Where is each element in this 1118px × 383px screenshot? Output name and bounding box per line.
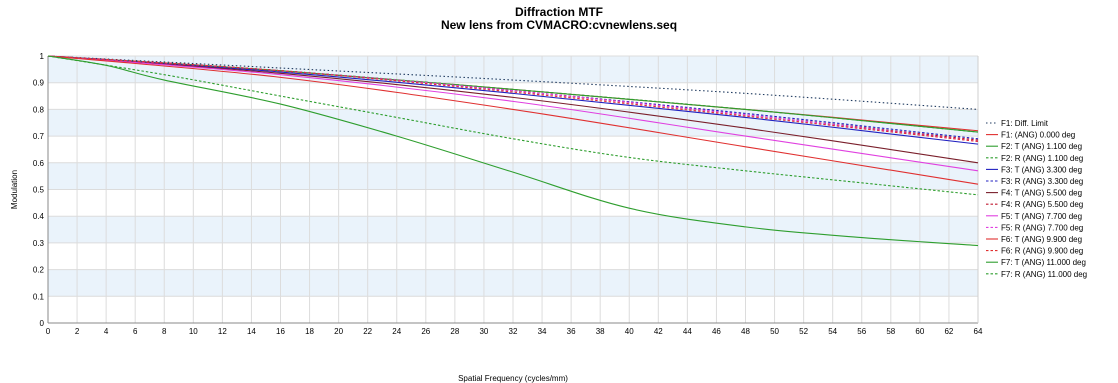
legend-entry-label: F4: R (ANG) 5.500 deg bbox=[1001, 200, 1083, 209]
x-tick-label: 22 bbox=[363, 327, 372, 336]
x-tick-label: 26 bbox=[421, 327, 430, 336]
y-axis-label: Modulation bbox=[10, 170, 19, 209]
x-tick-label: 6 bbox=[133, 327, 138, 336]
x-tick-label: 4 bbox=[104, 327, 109, 336]
x-tick-label: 42 bbox=[654, 327, 663, 336]
x-tick-label: 46 bbox=[712, 327, 721, 336]
legend-entry-label: F4: T (ANG) 5.500 deg bbox=[1001, 189, 1082, 198]
x-tick-label: 40 bbox=[625, 327, 634, 336]
y-tick-label: 0.7 bbox=[33, 132, 45, 141]
series-line-14 bbox=[47, 55, 979, 196]
series-line-11 bbox=[47, 55, 979, 185]
x-tick-label: 28 bbox=[450, 327, 459, 336]
x-tick-label: 64 bbox=[974, 327, 983, 336]
x-tick-label: 34 bbox=[538, 327, 547, 336]
x-tick-label: 48 bbox=[741, 327, 750, 336]
x-tick-label: 44 bbox=[683, 327, 692, 336]
x-tick-label: 14 bbox=[247, 327, 256, 336]
legend-entry-label: F1: Diff. Limit bbox=[1001, 119, 1049, 128]
legend-entry-label: F6: T (ANG) 9.900 deg bbox=[1001, 235, 1082, 244]
plot-axes bbox=[47, 56, 979, 324]
y-tick-label: 0.9 bbox=[33, 79, 45, 88]
x-tick-label: 58 bbox=[886, 327, 895, 336]
chart-title: Diffraction MTF bbox=[515, 5, 603, 19]
legend-entry-label: F5: R (ANG) 7.700 deg bbox=[1001, 223, 1083, 232]
x-axis-label: Spatial Frequency (cycles/mm) bbox=[458, 374, 568, 383]
legend: F1: Diff. Limit F1: (ANG) 0.000 deg F2: T … bbox=[986, 119, 1087, 279]
legend-entry-label: F7: T (ANG) 11.000 deg bbox=[1001, 258, 1086, 267]
legend-entry-label: F3: T (ANG) 3.300 deg bbox=[1001, 165, 1082, 174]
legend-entry-label: F2: T (ANG) 1.100 deg bbox=[1001, 142, 1082, 151]
x-tick-label: 30 bbox=[479, 327, 488, 336]
x-tick-label: 54 bbox=[828, 327, 837, 336]
x-tick-label: 18 bbox=[305, 327, 314, 336]
chart-titles: Diffraction MTF New lens from CVMACRO:cv… bbox=[0, 6, 1118, 32]
series-line-4 bbox=[47, 55, 979, 133]
series-line-13 bbox=[47, 55, 979, 247]
series-line-7 bbox=[47, 55, 979, 164]
series-line-9 bbox=[47, 55, 979, 172]
y-tick-label: 1 bbox=[40, 52, 45, 61]
y-tick-label: 0.4 bbox=[33, 212, 45, 221]
x-tick-label: 56 bbox=[857, 327, 866, 336]
y-tick-label: 0.2 bbox=[33, 266, 45, 275]
plot-series bbox=[47, 55, 979, 247]
x-tick-label: 8 bbox=[162, 327, 167, 336]
x-tick-label: 10 bbox=[189, 327, 198, 336]
y-tick-labels: 0 0.1 0.2 0.3 0.4 0.5 0.6 0.7 0.8 0.9 1 bbox=[33, 52, 45, 328]
legend-entry-label: F3: R (ANG) 3.300 deg bbox=[1001, 177, 1083, 186]
x-tick-labels: 0 2 4 6 8 10 12 14 16 18 20 22 24 26 28 30 32 34 36 38 40 42 4… bbox=[46, 327, 983, 336]
legend-entry-label: F5: T (ANG) 7.700 deg bbox=[1001, 212, 1082, 221]
y-tick-label: 0 bbox=[40, 319, 45, 328]
y-tick-label: 0.6 bbox=[33, 159, 45, 168]
x-tick-label: 0 bbox=[46, 327, 51, 336]
x-tick-label: 12 bbox=[218, 327, 227, 336]
legend-entry-label: F6: R (ANG) 9.900 deg bbox=[1001, 247, 1083, 256]
y-tick-label: 0.1 bbox=[33, 292, 45, 301]
x-tick-label: 24 bbox=[392, 327, 401, 336]
y-tick-label: 0.5 bbox=[33, 186, 45, 195]
y-tick-label: 0.3 bbox=[33, 239, 45, 248]
x-tick-label: 62 bbox=[944, 327, 953, 336]
chart-subtitle: New lens from CVMACRO:cvnewlens.seq bbox=[440, 18, 678, 32]
x-tick-label: 52 bbox=[799, 327, 808, 336]
x-tick-label: 20 bbox=[334, 327, 343, 336]
x-tick-label: 2 bbox=[75, 327, 80, 336]
y-tick-label: 0.8 bbox=[33, 105, 45, 114]
x-tick-label: 50 bbox=[770, 327, 779, 336]
legend-entry-label: F2: R (ANG) 1.100 deg bbox=[1001, 154, 1083, 163]
x-tick-label: 38 bbox=[596, 327, 605, 336]
x-tick-label: 36 bbox=[567, 327, 576, 336]
legend-entry-label: F1: (ANG) 0.000 deg bbox=[1001, 131, 1075, 140]
x-tick-label: 32 bbox=[509, 327, 518, 336]
legend-entry-label: F7: R (ANG) 11.000 deg bbox=[1001, 270, 1087, 279]
series-line-6 bbox=[47, 55, 979, 140]
x-tick-label: 60 bbox=[915, 327, 924, 336]
series-line-5 bbox=[47, 55, 979, 145]
series-line-1 bbox=[47, 55, 979, 110]
x-tick-label: 16 bbox=[276, 327, 285, 336]
